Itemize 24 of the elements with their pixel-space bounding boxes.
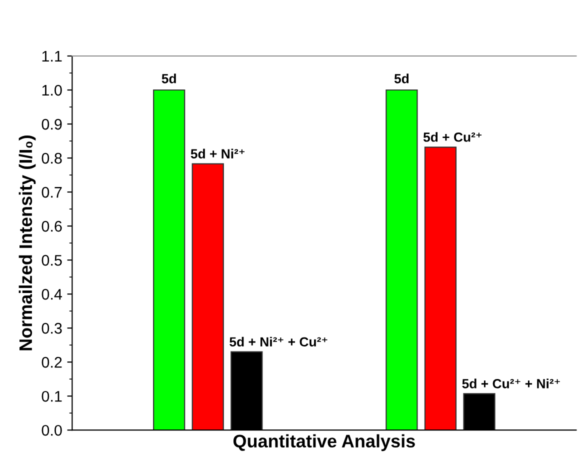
annotation: 5d — [394, 74, 409, 84]
y-axis-title: Normailzed Intensity (I/I₀) — [18, 136, 36, 350]
annotation: 5d — [162, 74, 176, 84]
y-tick-label: 0.6 — [42, 220, 62, 232]
bar — [386, 89, 418, 430]
annotation: 5d + Cu²⁺ — [423, 132, 482, 142]
y-tick-label: 0.1 — [42, 390, 62, 402]
bar — [153, 89, 186, 430]
annotation: 5d + Ni²⁺ — [190, 148, 245, 158]
bar — [192, 163, 224, 430]
y-tick-label: 0.3 — [42, 322, 62, 334]
y-tick-label: 1.1 — [42, 51, 62, 62]
annotation: 5d + Cu²⁺ + Ni²⁺ — [462, 378, 560, 388]
y-tick-label: 0.0 — [42, 424, 62, 436]
annotation: 5d + Ni²⁺ + Cu²⁺ — [230, 336, 328, 347]
y-tick-label: 1.0 — [42, 84, 62, 96]
y-tick-label: 0.2 — [42, 356, 62, 368]
y-tick-label: 0.4 — [42, 288, 62, 300]
y-tick-label: 0.8 — [42, 152, 62, 164]
y-tick-label: 0.7 — [42, 186, 62, 198]
y-tick-label: 0.5 — [42, 254, 62, 266]
x-axis-title: Quantitative Analysis — [233, 434, 415, 452]
bar — [424, 146, 457, 430]
y-tick-label: 0.9 — [42, 118, 62, 130]
